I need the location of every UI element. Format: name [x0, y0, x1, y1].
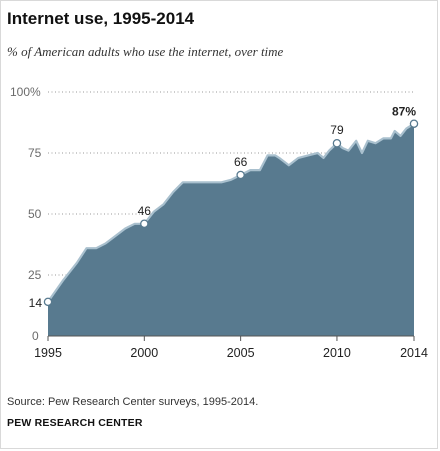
data-point-marker	[43, 297, 53, 307]
y-tick-label: 25	[28, 268, 42, 282]
data-label: 79	[330, 123, 344, 137]
chart-title: Internet use, 1995-2014	[7, 9, 195, 28]
x-tick-label: 2000	[130, 346, 158, 360]
x-tick-label: 2005	[227, 346, 255, 360]
data-label: 46	[138, 204, 152, 218]
data-point-marker	[409, 119, 419, 128]
y-tick-label: 0	[32, 329, 39, 343]
data-label: 14	[29, 296, 43, 310]
y-tick-label: 100%	[10, 85, 41, 99]
y-tick-label: 75	[28, 146, 42, 160]
chart-subtitle: % of American adults who use the interne…	[7, 44, 284, 59]
x-tick-label: 2014	[400, 346, 428, 360]
credit-line: PEW RESEARCH CENTER	[7, 417, 143, 429]
data-point-marker	[332, 138, 342, 148]
data-point-marker	[140, 219, 149, 229]
data-label: 66	[234, 155, 248, 169]
data-label: 87%	[392, 105, 416, 119]
x-tick-label: 2010	[323, 346, 351, 360]
x-tick-label: 1995	[34, 346, 62, 360]
series-line	[47, 122, 415, 303]
y-tick-label: 50	[28, 207, 42, 221]
series-area	[48, 123, 414, 336]
data-point-marker	[236, 170, 245, 180]
source-note: Source: Pew Research Center surveys, 199…	[7, 396, 259, 408]
